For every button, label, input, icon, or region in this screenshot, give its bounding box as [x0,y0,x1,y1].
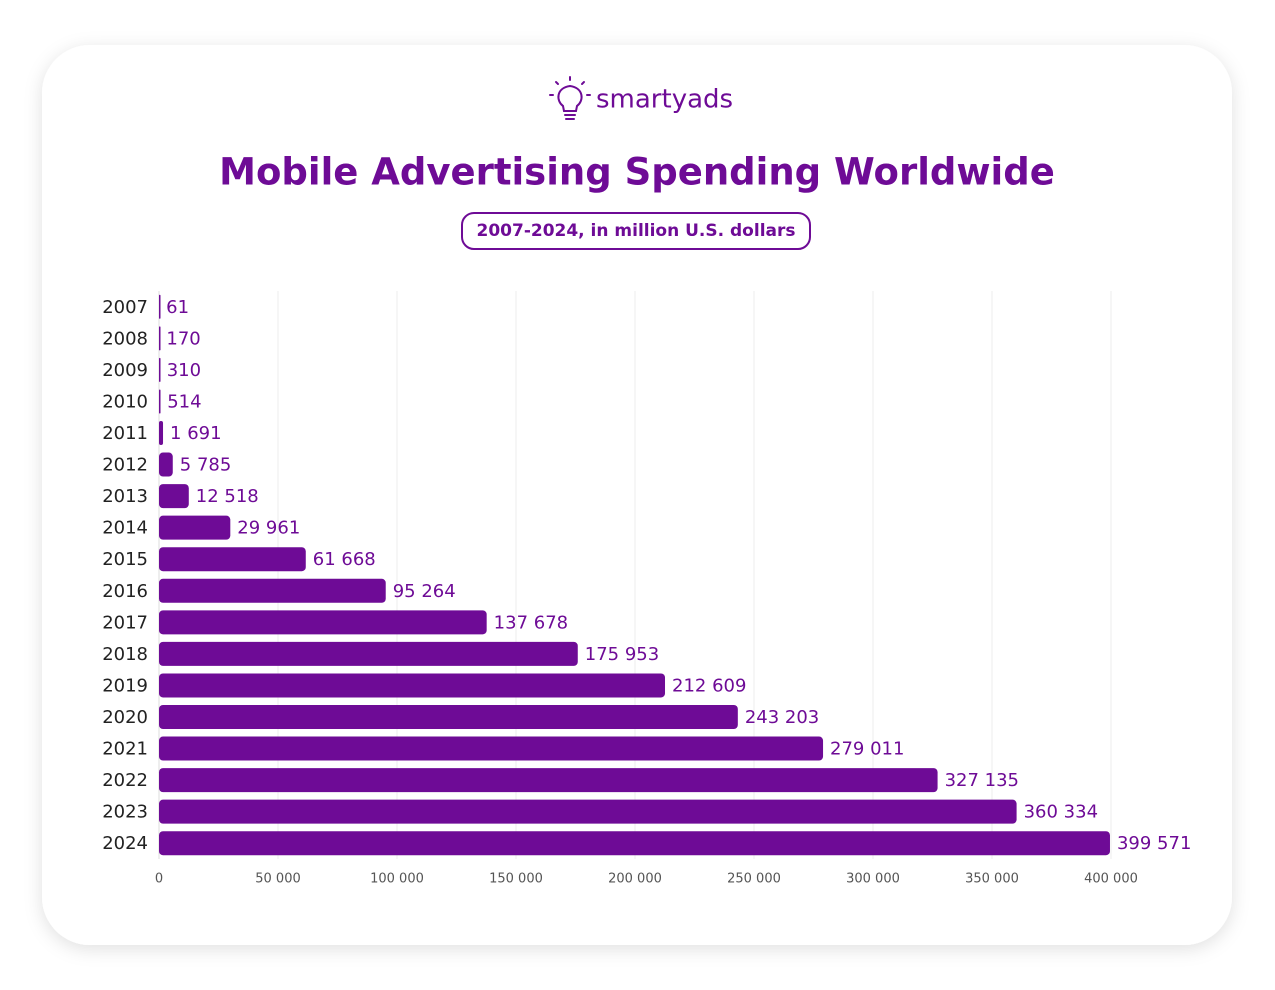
bar [159,610,487,635]
bar [159,452,173,477]
value-label: 175 953 [585,644,659,665]
x-tick-label: 400 000 [1084,872,1138,887]
value-label: 95 264 [393,581,456,602]
y-tick-label: 2014 [102,518,148,539]
value-label: 5 785 [180,455,232,476]
y-tick-label: 2007 [102,297,148,318]
bar [159,357,161,382]
y-tick-label: 2012 [102,455,148,476]
x-tick-label: 300 000 [846,872,900,887]
bar [159,389,161,414]
y-tick-label: 2013 [102,486,148,507]
y-tick-label: 2022 [102,770,148,791]
value-label: 243 203 [745,707,819,728]
value-label: 61 [166,297,189,318]
value-label: 310 [167,360,201,381]
bar [159,799,1017,824]
y-tick-label: 2016 [102,581,148,602]
y-tick-label: 2018 [102,644,148,665]
value-label: 137 678 [494,612,568,633]
bar [159,831,1110,856]
x-tick-label: 100 000 [370,872,424,887]
y-tick-label: 2024 [102,833,148,854]
y-tick-label: 2019 [102,675,148,696]
bar [159,294,161,319]
value-label: 170 [166,328,200,349]
value-label: 61 668 [313,549,376,570]
y-tick-label: 2008 [102,328,148,349]
x-tick-label: 200 000 [608,872,662,887]
value-label: 279 011 [830,739,904,760]
value-label: 399 571 [1117,833,1191,854]
bar [159,768,938,793]
y-tick-label: 2010 [102,391,148,412]
x-tick-label: 250 000 [727,872,781,887]
bar [159,421,164,445]
bar [159,515,231,540]
y-tick-label: 2023 [102,802,148,823]
y-tick-label: 2017 [102,612,148,633]
value-label: 327 135 [945,770,1019,791]
value-label: 212 609 [672,675,746,696]
bar [159,578,386,603]
value-label: 29 961 [237,518,300,539]
value-label: 1 691 [170,423,222,444]
bar [159,736,824,761]
bar [159,484,189,509]
y-tick-label: 2009 [102,360,148,381]
bar [159,326,161,351]
bar [159,705,738,729]
y-tick-label: 2015 [102,549,148,570]
y-tick-label: 2021 [102,739,148,760]
x-tick-label: 0 [155,872,163,887]
value-label: 514 [167,391,201,412]
logo-icon [549,76,591,120]
bar [159,673,666,698]
bar [159,641,578,666]
x-tick-label: 150 000 [489,872,543,887]
x-tick-label: 50 000 [255,872,301,887]
bar [159,547,306,572]
value-label: 12 518 [196,486,259,507]
value-label: 360 334 [1024,802,1098,823]
brand: smartyads [596,85,733,115]
x-tick-label: 350 000 [965,872,1019,887]
subtitle-pill [461,212,811,250]
chart-subtitle: 2007-2024, in million U.S. dollars [477,221,796,241]
y-tick-label: 2020 [102,707,148,728]
y-tick-label: 2011 [102,423,148,444]
chart-title: Mobile Advertising Spending Worldwide [219,151,1055,194]
